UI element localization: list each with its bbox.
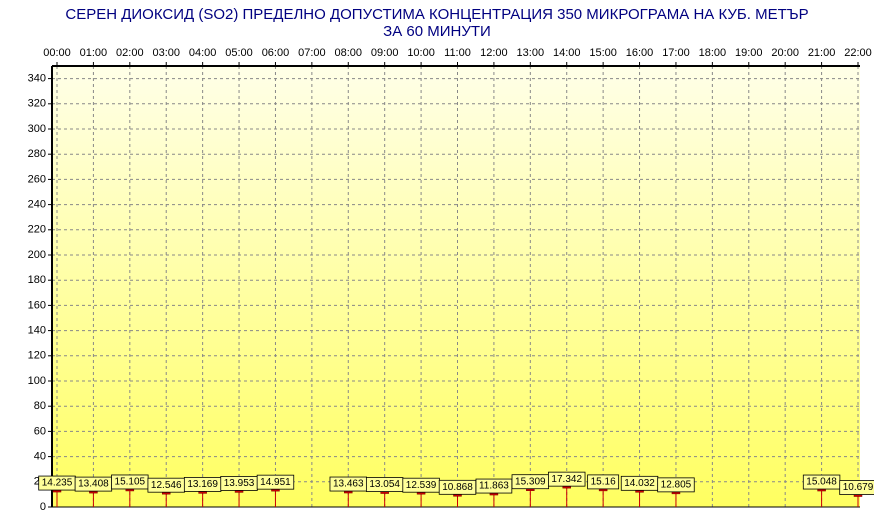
value-label-box <box>587 474 620 490</box>
chart-title: СЕРЕН ДИОКСИД (SO2) ПРЕДЕЛНО ДОПУСТИМА К… <box>65 6 808 23</box>
x-tick-label: 20:00 <box>771 47 799 59</box>
x-tick-label: 09:00 <box>371 47 399 59</box>
value-label: 13.463 <box>333 479 364 490</box>
x-tick-label: 15:00 <box>589 47 617 59</box>
x-tick-label: 11:00 <box>444 47 471 59</box>
value-label: 13.408 <box>78 479 109 490</box>
y-tick-label: 0 <box>40 501 46 513</box>
y-tick-label: 300 <box>28 123 46 135</box>
plot-area <box>52 66 860 507</box>
value-label: 15.105 <box>115 477 146 488</box>
y-tick-label: 40 <box>34 451 46 463</box>
y-tick-label: 320 <box>28 98 46 110</box>
y-tick-label: 120 <box>28 350 46 362</box>
value-label: 10.679 <box>843 482 874 493</box>
x-tick-label: 01:00 <box>80 47 108 59</box>
value-label: 15.048 <box>806 477 837 488</box>
x-tick-label: 17:00 <box>662 47 690 59</box>
value-label: 13.953 <box>224 478 255 489</box>
chart-subtitle: ЗА 60 МИНУТИ <box>383 23 491 40</box>
y-tick-label: 100 <box>28 375 46 387</box>
x-tick-label: 10:00 <box>407 47 435 59</box>
value-label-box <box>657 477 695 493</box>
x-tick-label: 12:00 <box>480 47 508 59</box>
y-tick-label: 280 <box>28 148 46 160</box>
value-label: 17.342 <box>551 474 582 485</box>
y-tick-label: 240 <box>28 199 46 211</box>
value-label: 14.235 <box>42 478 73 489</box>
x-tick-label: 21:00 <box>808 47 836 59</box>
x-tick-label: 00:00 <box>43 47 71 59</box>
x-tick-label: 08:00 <box>335 47 363 59</box>
x-tick-label: 13:00 <box>517 47 545 59</box>
x-tick-label: 06:00 <box>262 47 290 59</box>
y-tick-label: 80 <box>34 400 46 412</box>
x-tick-label: 18:00 <box>699 47 727 59</box>
x-tick-label: 19:00 <box>735 47 763 59</box>
value-label: 13.054 <box>369 479 400 490</box>
x-tick-label: 04:00 <box>189 47 217 59</box>
y-tick-label: 180 <box>28 274 46 286</box>
value-label: 13.169 <box>187 479 218 490</box>
y-tick-label: 140 <box>28 325 46 337</box>
x-tick-label: 22:00 <box>844 47 872 59</box>
y-tick-label: 60 <box>34 425 46 437</box>
y-tick-label: 260 <box>28 173 46 185</box>
y-tick-label: 200 <box>28 249 46 261</box>
value-label: 12.805 <box>661 480 692 491</box>
x-tick-label: 03:00 <box>152 47 180 59</box>
value-label: 12.546 <box>151 480 182 491</box>
value-label: 12.539 <box>406 480 437 491</box>
value-label-box <box>256 474 295 490</box>
value-label: 15.16 <box>591 477 616 488</box>
value-label: 11.863 <box>479 481 509 492</box>
y-tick-label: 220 <box>28 224 46 236</box>
value-label: 15.309 <box>515 476 546 487</box>
value-label: 14.951 <box>260 477 291 488</box>
x-tick-label: 16:00 <box>626 47 654 59</box>
x-tick-label: 05:00 <box>225 47 253 59</box>
value-label: 14.032 <box>624 478 655 489</box>
value-label: 10.868 <box>442 482 473 493</box>
x-tick-label: 02:00 <box>116 47 144 59</box>
value-label-box <box>839 480 874 495</box>
y-tick-label: 160 <box>28 299 46 311</box>
value-label-box <box>548 471 586 487</box>
x-tick-label: 14:00 <box>553 47 581 59</box>
x-tick-label: 07:00 <box>298 47 326 59</box>
y-tick-label: 340 <box>28 73 46 85</box>
